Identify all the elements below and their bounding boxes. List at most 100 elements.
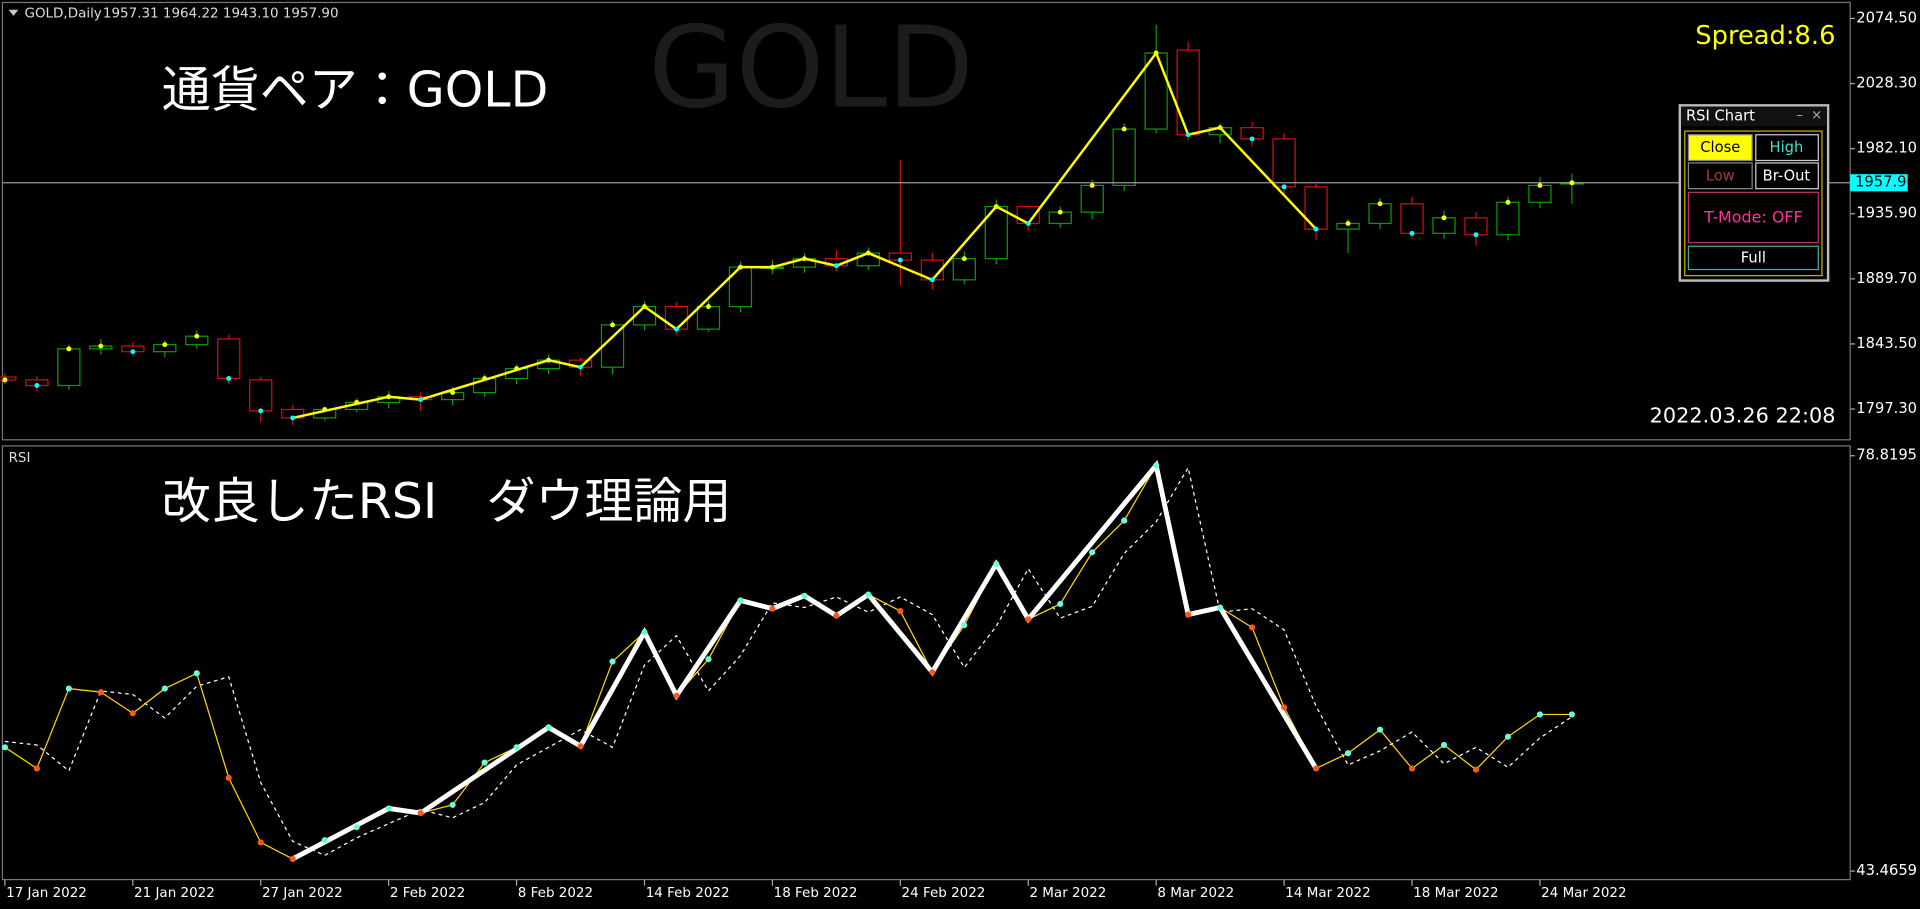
- btn-tmode[interactable]: [1687, 191, 1819, 244]
- close-dot: [1313, 226, 1319, 232]
- current-price-tag: [1850, 174, 1908, 192]
- close-dot: [130, 349, 136, 355]
- rsi-dot: [1536, 711, 1543, 718]
- rsi-dot: [1344, 750, 1352, 757]
- rsi-dot: [801, 592, 808, 599]
- x-tick-label: 8 Mar 2022: [1157, 885, 1234, 901]
- y-tick-label: 1797.30: [1856, 400, 1917, 417]
- rsi-label: RSI: [9, 450, 31, 466]
- current-price-label: 1957.90: [1855, 174, 1916, 191]
- close-dot: [66, 346, 72, 352]
- panel-title: RSI Chart: [1686, 107, 1755, 124]
- rsi-dot: [993, 560, 1000, 568]
- close-dot: [354, 399, 360, 405]
- rsi-dot: [897, 607, 904, 615]
- rsi-dot: [449, 801, 456, 808]
- btn-brout[interactable]: [1755, 162, 1819, 190]
- btn-brout-label[interactable]: Br-Out: [1763, 167, 1811, 184]
- rsi-dot: [385, 805, 392, 812]
- rsi-dot: [865, 591, 872, 598]
- rsi-dot: [1440, 741, 1448, 749]
- rsi-dot: [1472, 766, 1480, 773]
- close-dot: [1473, 232, 1479, 238]
- rsi-dot: [705, 656, 712, 663]
- candle-body: [1176, 49, 1200, 136]
- x-tick-label: 18 Feb 2022: [774, 885, 858, 901]
- close-dot: [546, 357, 552, 363]
- close-dot: [34, 383, 40, 388]
- rsi-dot: [1376, 726, 1384, 733]
- btn-low-label[interactable]: Low: [1706, 167, 1735, 184]
- candle-body: [632, 305, 657, 326]
- x-tick-label: 24 Feb 2022: [902, 885, 986, 901]
- rsi-dot: [1057, 600, 1064, 608]
- rsi-dot: [33, 765, 40, 772]
- btn-high-label[interactable]: High: [1770, 139, 1804, 156]
- rsi-dot: [97, 689, 104, 696]
- rsi-dot: [481, 759, 488, 766]
- rsi-dot: [1313, 765, 1320, 772]
- close-dot: [258, 408, 264, 414]
- rsi-dot: [1504, 733, 1512, 740]
- rsi-dot: [961, 622, 968, 629]
- candle-body: [217, 338, 241, 380]
- close-window[interactable]: ×: [1811, 107, 1822, 123]
- watermark: GOLD: [648, 2, 974, 134]
- rsi-dot: [737, 597, 744, 604]
- btn-high[interactable]: [1755, 134, 1819, 162]
- x-tick-label: 24 Mar 2022: [1541, 885, 1626, 901]
- btn-close[interactable]: [1687, 134, 1753, 162]
- close-dot: [1569, 180, 1575, 186]
- rsi-dot: [673, 692, 680, 699]
- close-dot: [706, 304, 711, 310]
- rsi-dot: [321, 837, 328, 844]
- btn-full-label[interactable]: Full: [1741, 249, 1766, 266]
- candle-body: [1112, 128, 1136, 187]
- close-dot: [2, 377, 8, 383]
- rsi-dot: [1185, 611, 1192, 618]
- minimize[interactable]: –: [1796, 107, 1803, 123]
- rsi-dot: [609, 658, 616, 665]
- rsi-dot: [513, 744, 520, 751]
- candle-body: [249, 379, 273, 412]
- symbol: GOLD,Daily: [25, 5, 102, 21]
- rsi-dot: [641, 629, 648, 636]
- close-dot: [386, 394, 392, 400]
- close-dot: [1057, 209, 1063, 215]
- btn-full[interactable]: [1687, 245, 1819, 271]
- price-panel: [1, 1, 1851, 441]
- candle-body: [1368, 203, 1392, 225]
- close-dot: [1345, 221, 1351, 226]
- x-tick-label: 2 Feb 2022: [390, 885, 465, 901]
- close-dot: [674, 326, 679, 332]
- btn-close-label[interactable]: Close: [1700, 139, 1740, 156]
- rsi-dot: [769, 605, 776, 612]
- close-dot: [833, 263, 839, 269]
- menu-arrow[interactable]: [8, 9, 19, 16]
- candle-body: [1464, 217, 1488, 236]
- close-dot: [1185, 132, 1191, 138]
- close-dot: [801, 256, 807, 262]
- close-dot: [98, 343, 104, 349]
- candle-body: [1080, 184, 1104, 213]
- x-tick-label: 8 Feb 2022: [518, 885, 593, 901]
- rsi-dot: [129, 710, 136, 717]
- close-dot: [290, 415, 296, 421]
- candle-body: [0, 376, 17, 381]
- rsi-dot: [353, 824, 360, 831]
- rsi-dot: [577, 743, 584, 750]
- rsi-dot: [833, 612, 840, 619]
- x-tick-label: 14 Feb 2022: [646, 885, 730, 901]
- y-tick-label: 43.4659: [1856, 862, 1917, 879]
- rsi-dot: [417, 810, 424, 817]
- close-dot: [1377, 201, 1383, 207]
- btn-tmode-label[interactable]: T-Mode: OFF: [1703, 208, 1803, 227]
- candle-body: [664, 305, 689, 330]
- rsi-dot: [1153, 462, 1160, 469]
- rsi-dot: [1, 744, 8, 751]
- candle-body: [1528, 184, 1552, 203]
- btn-low[interactable]: [1687, 162, 1753, 190]
- close-dot: [1537, 182, 1543, 188]
